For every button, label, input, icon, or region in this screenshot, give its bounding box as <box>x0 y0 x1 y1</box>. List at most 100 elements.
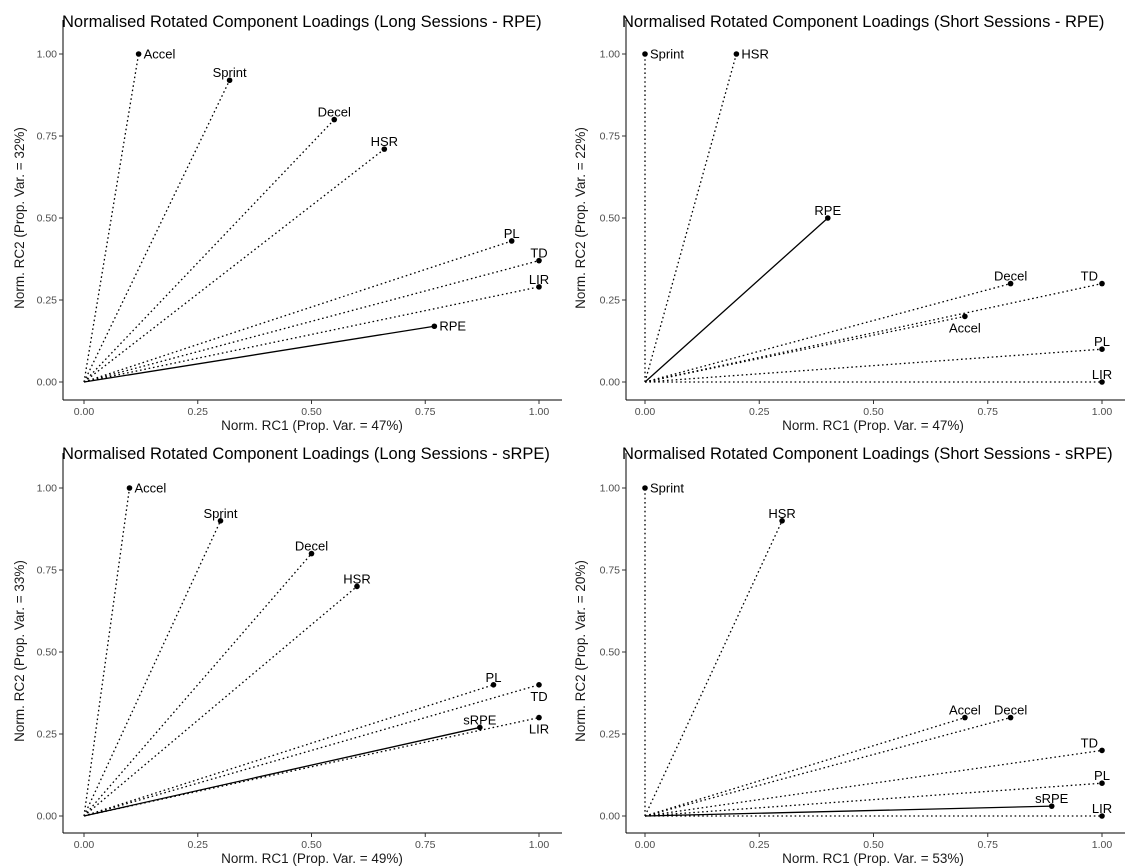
loading-point-hsr <box>354 583 360 590</box>
y-axis-label: Norm. RC2 (Prop. Var. = 33%) <box>12 560 27 742</box>
plot-area: 0.00 0.25 0.50 0.75 1.00 0.00 0.25 0.50 0.75 1.00… <box>37 20 562 418</box>
loading-point-accel <box>135 51 142 57</box>
x-tick-label: 0.75 <box>415 406 436 418</box>
plot-area: 0.00 0.25 0.50 0.75 1.00 0.00 0.25 0.50 0.75 1.00… <box>600 20 1125 418</box>
loading-point-decel <box>1007 280 1014 287</box>
point-label-pl: PL <box>1094 334 1110 349</box>
y-tick-label: 0.75 <box>600 565 621 577</box>
y-tick-label: 0.25 <box>37 729 58 741</box>
loading-point-accel <box>962 714 968 721</box>
x-tick-label: 1.00 <box>529 406 550 418</box>
x-tick-label: 0.25 <box>188 839 209 851</box>
x-tick-label: 1.00 <box>1092 406 1113 418</box>
y-tick-label: 0.75 <box>37 565 58 577</box>
panel-short-rpe: Normalised Rotated Component Loadings (S… <box>567 0 1134 433</box>
point-label-decel: Decel <box>994 269 1027 284</box>
x-axis-label: Norm. RC1 (Prop. Var. = 47%) <box>221 418 403 433</box>
y-tick-label: 0.50 <box>37 647 58 659</box>
point-label-decel: Decel <box>295 539 328 554</box>
x-axis-label: Norm. RC1 (Prop. Var. = 49%) <box>221 851 403 866</box>
chart-svg: Normalised Rotated Component Loadings (L… <box>12 445 562 866</box>
loading-vector-pl <box>83 240 512 383</box>
point-label-hsr: HSR <box>768 506 795 521</box>
loading-vector-hsr <box>83 148 385 383</box>
chart-title: Normalised Rotated Component Loadings (S… <box>622 13 1104 31</box>
point-label-rpe: RPE <box>814 203 841 218</box>
loading-vector-rpe <box>644 217 829 383</box>
panel-long-srpe: Normalised Rotated Component Loadings (L… <box>0 433 567 866</box>
loading-point-lir <box>536 284 542 290</box>
y-axis-label: Norm. RC2 (Prop. Var. = 22%) <box>573 127 588 309</box>
x-tick-label: 0.25 <box>749 406 770 418</box>
loading-point-lir <box>1099 813 1105 819</box>
loading-point-lir <box>536 714 542 721</box>
loading-vector-accel <box>83 53 140 383</box>
loading-vector-srpe <box>83 726 480 817</box>
y-tick-label: 0.00 <box>37 811 58 823</box>
loading-vector-decel <box>644 282 1011 383</box>
point-label-accel: Accel <box>949 320 981 335</box>
point-label-sprint: Sprint <box>204 506 238 521</box>
chart-svg: Normalised Rotated Component Loadings (S… <box>573 13 1125 433</box>
loading-point-lir <box>1099 379 1105 385</box>
y-tick-label: 0.00 <box>37 377 58 389</box>
point-label-srpe: sRPE <box>463 712 497 727</box>
point-label-accel: Accel <box>949 703 981 718</box>
loading-vector-rpe <box>83 325 435 383</box>
loading-vector-lir <box>83 286 540 383</box>
loading-point-pl <box>1099 780 1105 786</box>
point-label-lir: LIR <box>1092 801 1112 816</box>
x-tick-label: 0.50 <box>301 406 322 418</box>
loading-point-td <box>1099 280 1105 287</box>
point-label-td: TD <box>1081 269 1098 284</box>
x-axis-label: Norm. RC1 (Prop. Var. = 47%) <box>782 418 964 433</box>
loading-point-sprint <box>642 485 648 491</box>
loading-point-sprint <box>226 77 233 84</box>
point-label-td: TD <box>530 689 547 704</box>
loading-vector-decel <box>644 716 1011 817</box>
loading-point-srpe <box>477 724 483 731</box>
y-tick-label: 1.00 <box>37 49 58 61</box>
loading-vector-sprint <box>83 520 222 817</box>
x-tick-label: 0.50 <box>863 839 884 851</box>
y-tick-label: 0.25 <box>600 295 621 307</box>
loading-point-hsr <box>779 518 785 524</box>
loading-vector-accel <box>644 315 966 383</box>
point-label-hsr: HSR <box>371 134 398 149</box>
plot-area: 0.00 0.25 0.50 0.75 1.00 0.00 0.25 0.50 0.75 1.00… <box>600 453 1125 851</box>
point-label-td: TD <box>530 246 547 261</box>
loading-vector-lir <box>83 716 540 817</box>
plot-area: 0.00 0.25 0.50 0.75 1.00 0.00 0.25 0.50 0.75 1.00… <box>37 453 562 851</box>
point-label-pl: PL <box>1094 768 1110 783</box>
x-tick-label: 0.50 <box>863 406 884 418</box>
x-tick-label: 0.25 <box>749 839 770 851</box>
y-axis-label: Norm. RC2 (Prop. Var. = 20%) <box>573 560 588 742</box>
point-label-decel: Decel <box>318 105 351 120</box>
loading-point-hsr <box>733 51 740 57</box>
loading-vector-td <box>644 282 1103 383</box>
x-tick-label: 0.00 <box>635 406 656 418</box>
point-label-td: TD <box>1081 735 1098 750</box>
point-label-sprint: Sprint <box>650 481 684 496</box>
loading-point-pl <box>490 682 497 688</box>
point-label-pl: PL <box>486 670 502 685</box>
chart-svg: Normalised Rotated Component Loadings (S… <box>573 445 1125 866</box>
loading-point-td <box>1099 747 1105 754</box>
loading-point-sprint <box>642 51 648 57</box>
y-tick-label: 0.00 <box>600 811 621 823</box>
loading-point-decel <box>1007 714 1014 721</box>
x-tick-label: 0.00 <box>635 839 656 851</box>
point-label-lir: LIR <box>1092 367 1112 382</box>
loading-vector-td <box>83 260 540 383</box>
loading-point-rpe <box>825 215 831 221</box>
y-tick-label: 0.25 <box>600 729 621 741</box>
point-label-pl: PL <box>504 226 520 241</box>
point-label-lir: LIR <box>529 722 549 737</box>
loading-vector-pl <box>644 348 1103 383</box>
chart-title: Normalised Rotated Component Loadings (L… <box>62 445 550 463</box>
loading-point-pl <box>1099 346 1105 353</box>
y-tick-label: 0.50 <box>600 647 621 659</box>
loading-vector-hsr <box>644 53 738 383</box>
loading-vector-srpe <box>644 805 1052 817</box>
